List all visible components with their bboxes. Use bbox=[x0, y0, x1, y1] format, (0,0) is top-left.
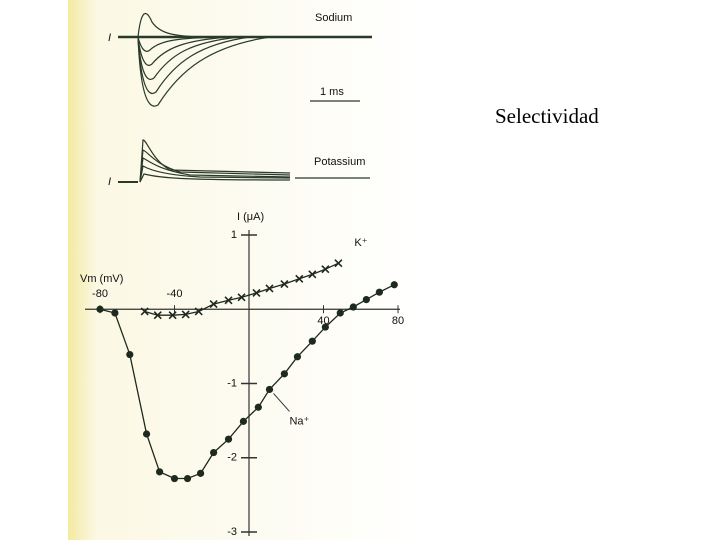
data-point bbox=[196, 469, 205, 477]
sodium-label: Sodium bbox=[315, 12, 352, 24]
data-point bbox=[280, 279, 289, 289]
data-point bbox=[321, 323, 329, 331]
data-point bbox=[265, 284, 274, 293]
data-point bbox=[336, 309, 344, 317]
trace-current-label: I bbox=[108, 176, 111, 188]
data-point bbox=[142, 430, 151, 438]
data-point bbox=[170, 474, 179, 483]
data-point bbox=[295, 274, 304, 283]
y-axis-label: I (μA) bbox=[237, 211, 264, 223]
data-point bbox=[126, 350, 134, 359]
data-point bbox=[375, 288, 383, 296]
data-point bbox=[349, 303, 357, 311]
data-point bbox=[321, 265, 330, 274]
data-point bbox=[181, 310, 190, 319]
scan-background bbox=[68, 0, 420, 540]
sodium-traces bbox=[118, 12, 372, 107]
data-point bbox=[237, 293, 246, 302]
scale-label: 1 ms bbox=[320, 86, 344, 98]
data-point bbox=[209, 299, 218, 309]
trace-current-label: I bbox=[108, 32, 111, 44]
data-point bbox=[224, 296, 233, 305]
x-tick-label: -40 bbox=[167, 288, 183, 300]
data-point bbox=[308, 337, 316, 345]
data-point bbox=[265, 385, 274, 394]
data-point bbox=[96, 305, 104, 313]
series-label: K⁺ bbox=[354, 237, 367, 249]
data-point bbox=[153, 311, 162, 320]
series-label: Na⁺ bbox=[289, 415, 309, 427]
data-point bbox=[280, 370, 288, 378]
data-point bbox=[183, 474, 192, 483]
x-tick-label: -80 bbox=[92, 288, 108, 300]
data-point bbox=[390, 281, 398, 289]
data-point bbox=[308, 270, 317, 279]
x-tick-label: 80 bbox=[392, 315, 404, 327]
data-point bbox=[224, 435, 233, 443]
label-leader bbox=[273, 393, 290, 412]
data-point bbox=[252, 288, 261, 297]
data-point bbox=[239, 417, 248, 425]
data-point bbox=[362, 295, 370, 304]
data-point bbox=[111, 309, 119, 317]
y-tick-label: -2 bbox=[227, 452, 237, 464]
data-point bbox=[168, 311, 177, 320]
y-tick-label: 1 bbox=[231, 229, 237, 241]
data-point bbox=[210, 448, 218, 457]
x-axis-label: Vm (mV) bbox=[80, 273, 123, 285]
y-tick-label: -1 bbox=[227, 377, 237, 389]
data-point bbox=[254, 403, 262, 411]
slide-title: Selectividad bbox=[495, 104, 599, 128]
data-point bbox=[156, 468, 164, 476]
data-point bbox=[140, 307, 149, 316]
series-line bbox=[99, 284, 395, 480]
potassium-label: Potassium bbox=[314, 156, 365, 168]
data-point bbox=[334, 259, 343, 268]
potassium-traces bbox=[118, 100, 370, 183]
data-point bbox=[194, 307, 203, 316]
data-point bbox=[293, 353, 302, 361]
y-tick-label: -3 bbox=[227, 526, 237, 538]
